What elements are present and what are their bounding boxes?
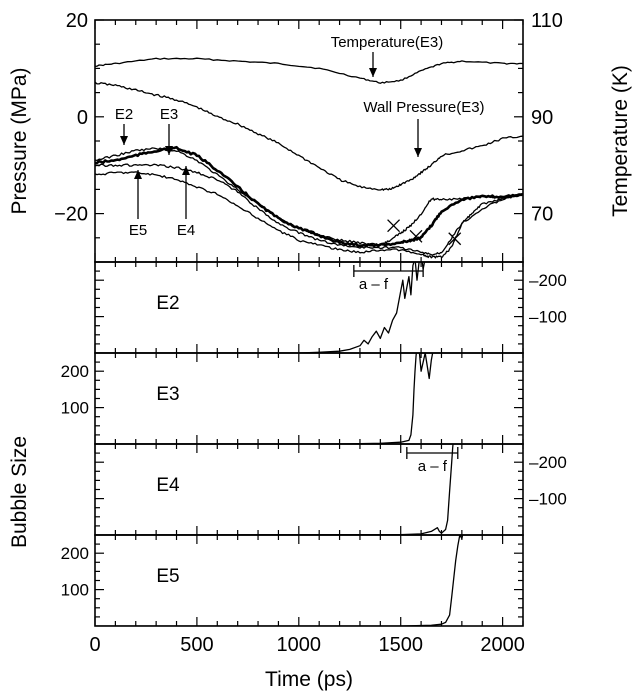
pressure-panel-labels: 20 0 −20 110 90 70 bbox=[54, 10, 563, 226]
annotation-wall-pressure-e3: Wall Pressure(E3) bbox=[363, 99, 484, 116]
annotation-e5: E5 bbox=[129, 222, 147, 239]
x-tick-label: 1500 bbox=[378, 634, 423, 656]
y-tick-label: −20 bbox=[54, 204, 88, 226]
bubble-y-tick-label: –200 bbox=[529, 453, 567, 472]
pressure-annotations: Temperature(E3) Wall Pressure(E3) E2 E3 E4 E5 bbox=[115, 34, 485, 246]
bubble-panel-e4: –200 –100 E4 a – f bbox=[94, 443, 567, 536]
pressure-temperature-panel: 20 0 −20 110 90 70 Temperature(E3) Wall Pressu… bbox=[54, 10, 563, 263]
y-tick-label: 0 bbox=[77, 107, 88, 129]
series-e4 bbox=[94, 163, 524, 257]
bubble-trace-e4 bbox=[95, 444, 454, 535]
pressure-traces bbox=[94, 57, 524, 259]
x-tick-label: 2000 bbox=[480, 634, 525, 656]
arrow-e5-head bbox=[134, 170, 142, 179]
bubble-trace-e5 bbox=[95, 535, 464, 626]
bubble-trace-e3 bbox=[95, 353, 434, 444]
x-tick-label: 500 bbox=[180, 634, 213, 656]
bubble-trace-e2 bbox=[95, 262, 428, 353]
pressure-axis-title: Pressure (MPa) bbox=[8, 67, 31, 214]
bubble-y-tick-label: 100 bbox=[61, 399, 89, 418]
bubble-size-panels: –200 –100 E2 a – f 200 100 E3 –200 –100 E4 a – f 20… bbox=[61, 261, 567, 656]
series-wall-pressure-e3 bbox=[94, 81, 524, 191]
bracket-a-f bbox=[353, 265, 424, 277]
bubble-y-tick-label: 200 bbox=[61, 544, 89, 563]
bubble-panel-e3: 200 100 E3 bbox=[61, 352, 524, 445]
annotation-temperature-e3: Temperature(E3) bbox=[331, 34, 444, 51]
series-e2 bbox=[94, 147, 524, 247]
arrow-temperature-head bbox=[369, 68, 377, 77]
time-axis-title: Time (ps) bbox=[265, 668, 353, 691]
annotation-e3: E3 bbox=[160, 106, 178, 123]
y-right-tick-label: 90 bbox=[531, 107, 553, 129]
bubble-y-tick-label: –200 bbox=[529, 271, 567, 290]
x-tick-label: 0 bbox=[89, 634, 100, 656]
bubble-y-tick-label: 200 bbox=[61, 362, 89, 381]
bubble-size-axis-title: Bubble Size bbox=[8, 436, 31, 548]
onset-marker bbox=[387, 219, 401, 233]
annotation-e4: E4 bbox=[177, 222, 195, 239]
arrow-e3-head bbox=[165, 146, 173, 155]
series-temperature-e3 bbox=[94, 57, 524, 84]
bubble-y-tick-label: –100 bbox=[529, 490, 567, 509]
temperature-axis-title: Temperature (K) bbox=[609, 65, 632, 217]
onset-marker bbox=[448, 232, 462, 246]
y-right-tick-label: 70 bbox=[531, 204, 553, 226]
bubble-panel-e5: 200 100 E5 0 500 1000 1500 2000 bbox=[61, 534, 525, 656]
series-e5 bbox=[94, 171, 524, 259]
bubble-panel-label: E5 bbox=[156, 566, 179, 587]
y-tick-label: 20 bbox=[66, 10, 88, 32]
arrow-e4-head bbox=[182, 166, 190, 175]
bracket-a-f-label: a – f bbox=[359, 276, 389, 293]
onset-marker bbox=[409, 229, 423, 243]
bubble-panel-label: E2 bbox=[156, 293, 179, 314]
annotation-e2: E2 bbox=[115, 106, 133, 123]
arrow-e2-head bbox=[120, 136, 128, 145]
bracket-a-f-label: a – f bbox=[418, 458, 448, 475]
pressure-panel-frame bbox=[94, 19, 524, 263]
bubble-panel-label: E3 bbox=[156, 384, 179, 405]
y-right-tick-label: 110 bbox=[531, 10, 563, 32]
bubble-panel-label: E4 bbox=[156, 475, 180, 496]
bubble-y-tick-label: –100 bbox=[529, 308, 567, 327]
series-e3 bbox=[94, 145, 524, 248]
bubble-panel-e2: –200 –100 E2 a – f bbox=[94, 261, 567, 354]
bubble-y-tick-label: 100 bbox=[61, 581, 89, 600]
pressure-panel-ticks bbox=[94, 19, 524, 263]
x-tick-label: 1000 bbox=[277, 634, 322, 656]
arrow-wall-pressure-head bbox=[414, 148, 422, 157]
bracket-a-f bbox=[406, 447, 459, 459]
